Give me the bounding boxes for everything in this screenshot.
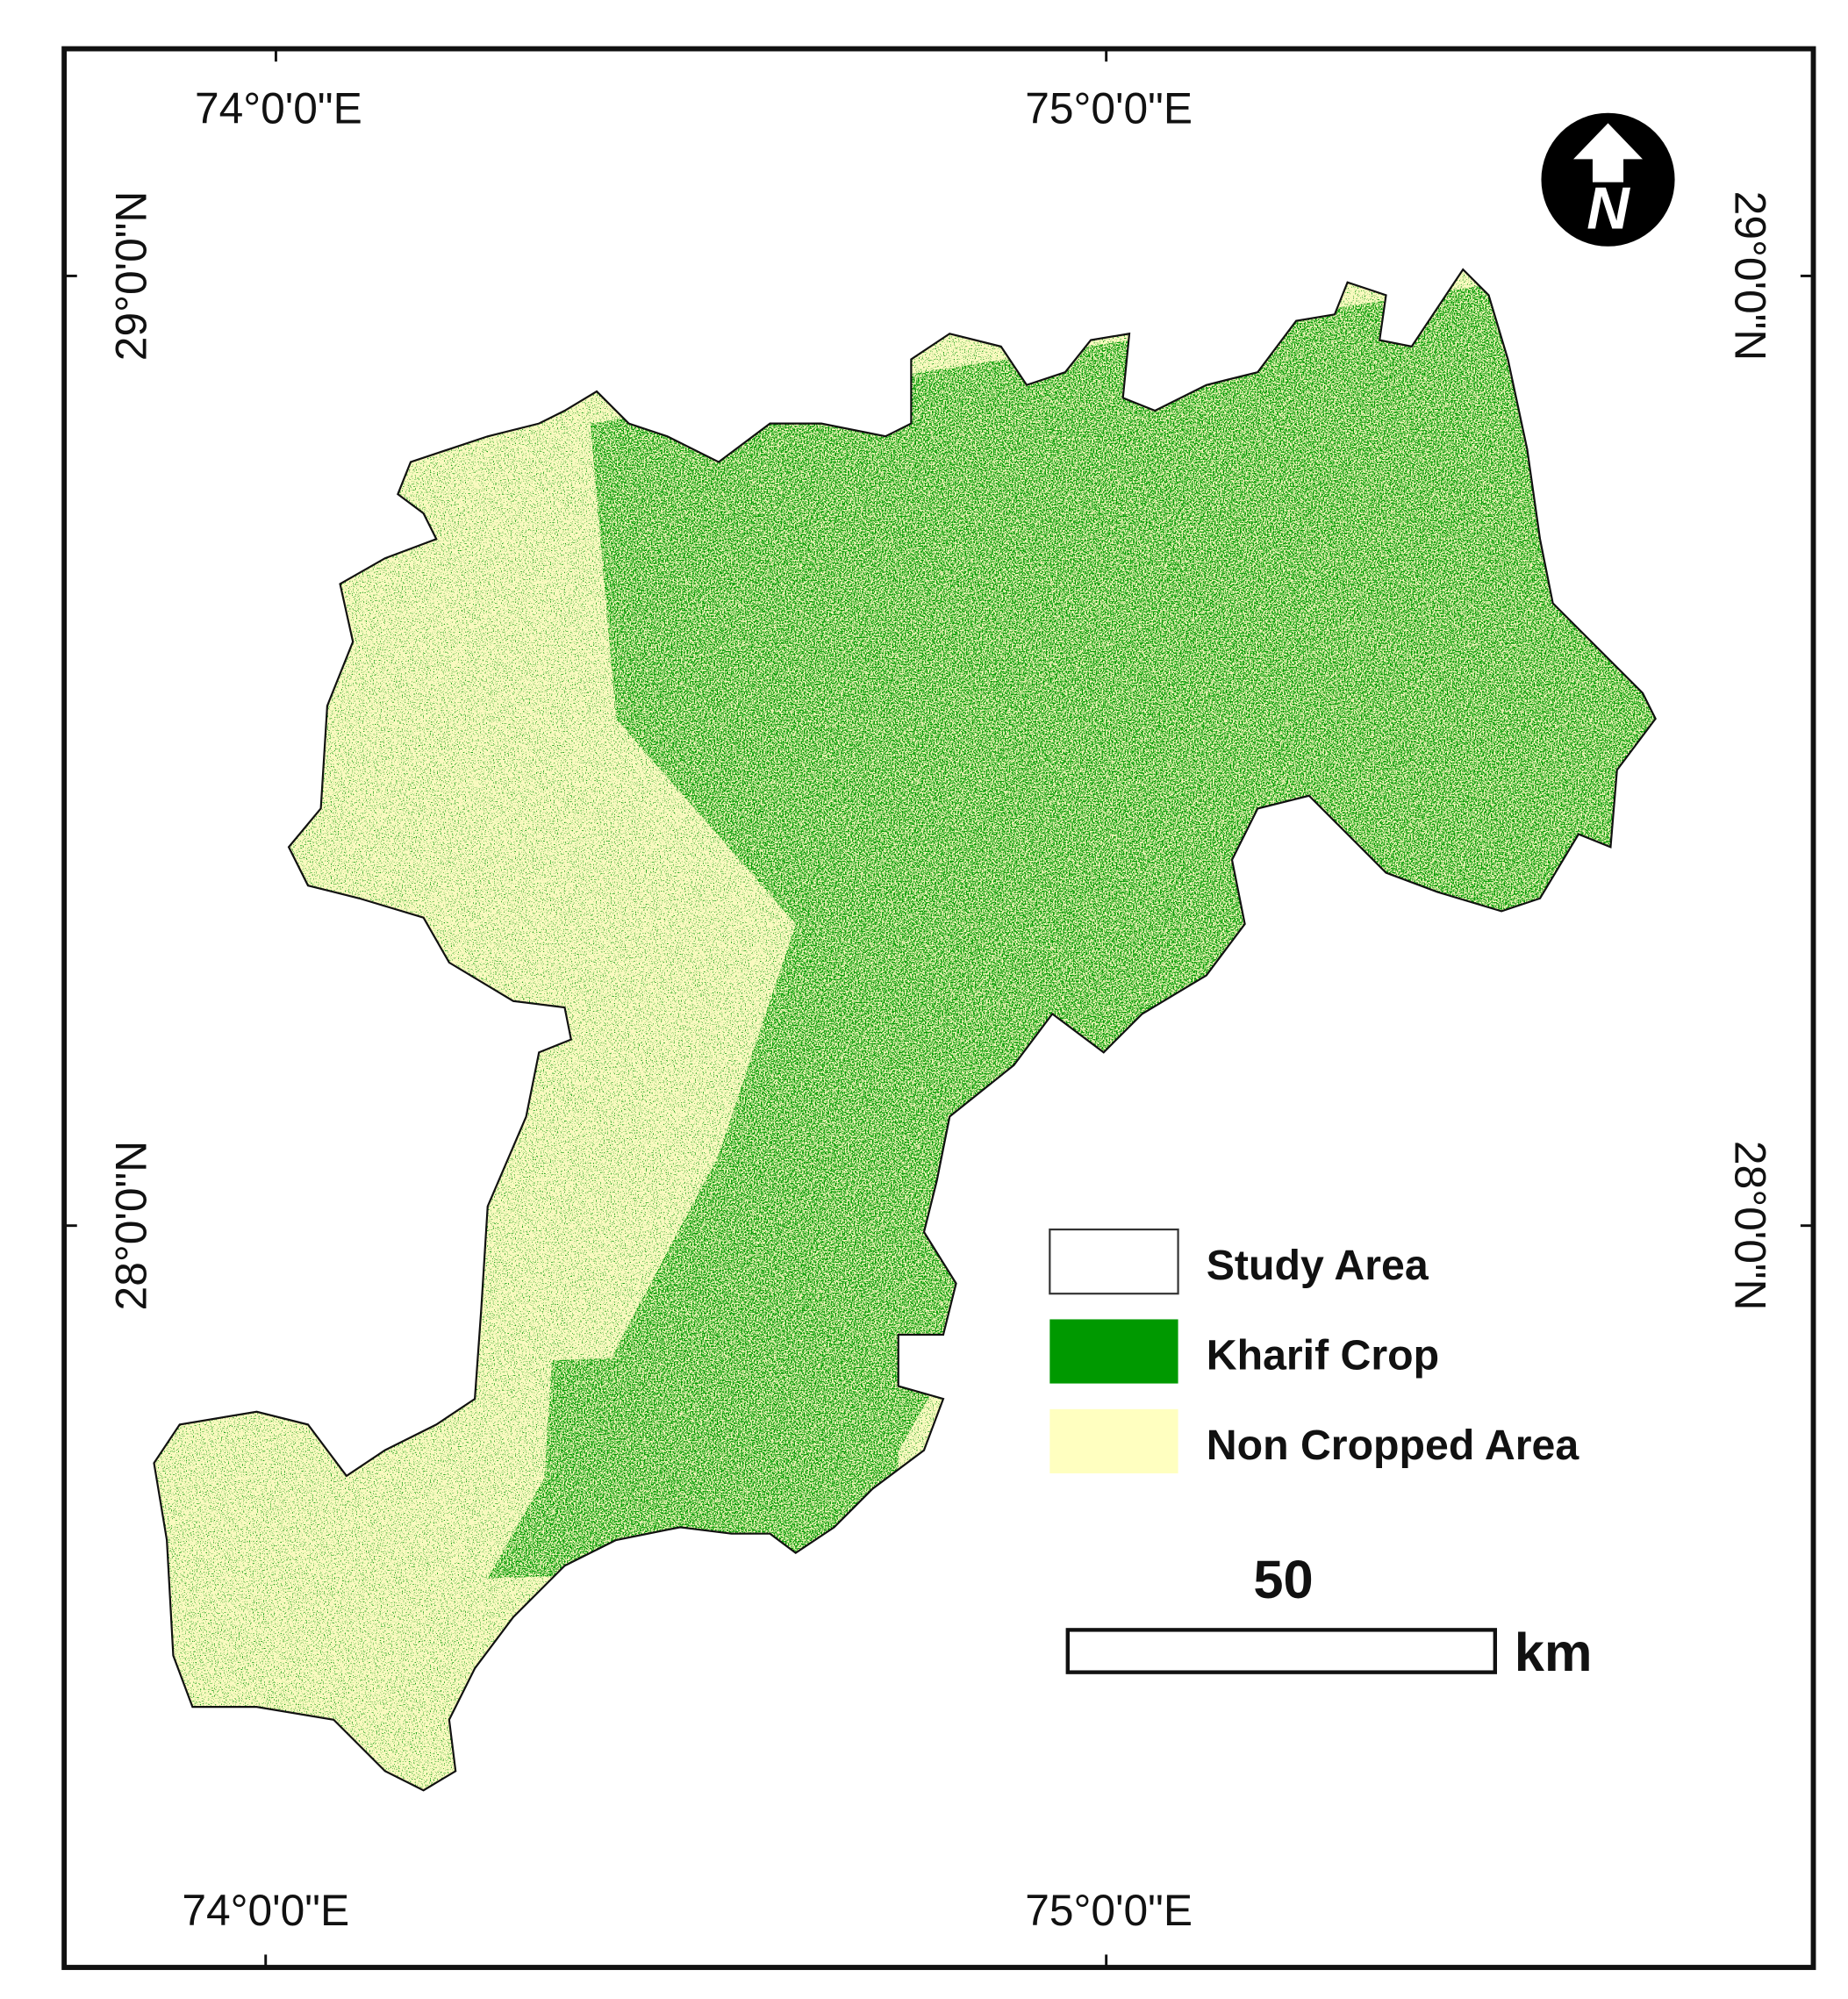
scale-bar: 50 km	[1065, 1550, 1593, 1683]
scale-unit: km	[1515, 1623, 1593, 1683]
scale-bar-rect	[1065, 1628, 1498, 1674]
scale-value: 50	[1253, 1550, 1313, 1610]
graticule-ticks	[64, 48, 1814, 1968]
legend: Study Area Kharif Crop Non Cropped Area	[1049, 1228, 1580, 1473]
latitude-label: 29°0'0"N	[107, 191, 156, 362]
latitude-label: 28°0'0"N	[1725, 1141, 1774, 1311]
latitude-label: 29°0'0"N	[1725, 191, 1774, 362]
legend-swatch	[1049, 1408, 1178, 1473]
legend-label: Non Cropped Area	[1207, 1422, 1580, 1469]
longitude-label: 74°0'0"E	[195, 83, 362, 133]
longitude-label: 75°0'0"E	[1025, 1886, 1193, 1935]
legend-swatch	[1049, 1319, 1178, 1384]
longitude-label: 75°0'0"E	[1025, 83, 1193, 133]
legend-label: Study Area	[1207, 1242, 1429, 1289]
latitude-label: 28°0'0"N	[107, 1141, 156, 1311]
north-arrow: N	[1541, 112, 1675, 247]
longitude-label: 74°0'0"E	[182, 1886, 349, 1935]
north-label: N	[1587, 176, 1630, 241]
legend-swatch	[1049, 1228, 1179, 1295]
legend-label: Kharif Crop	[1207, 1331, 1439, 1379]
